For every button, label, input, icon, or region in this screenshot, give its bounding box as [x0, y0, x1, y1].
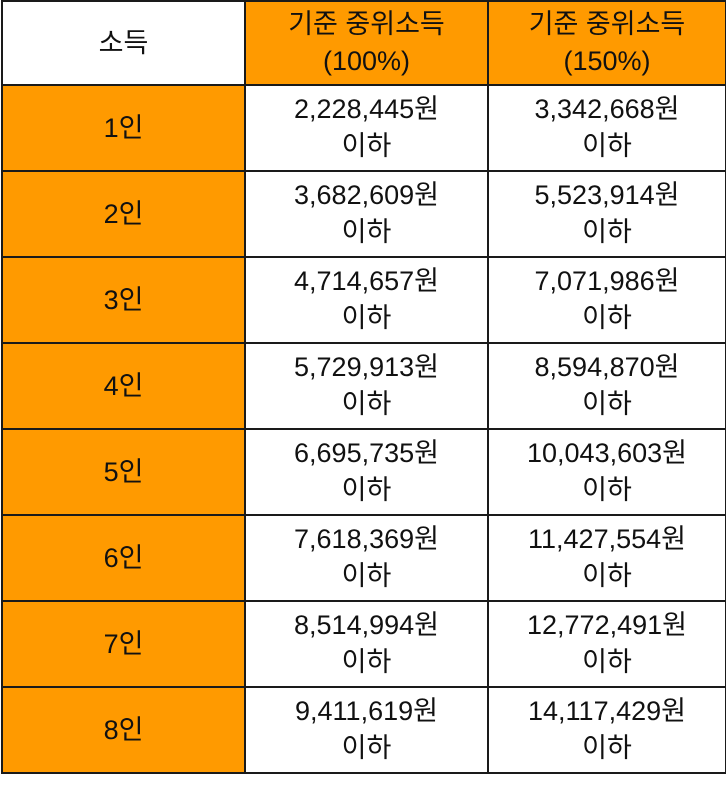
- row-label: 8인: [103, 714, 144, 745]
- value-100-suffix: 이하: [341, 647, 392, 677]
- value-150-suffix: 이하: [582, 733, 632, 763]
- table-header-row: 소득 기준 중위소득 (100%) 기준 중위소득 (150%): [1, 0, 726, 86]
- value-150-suffix: 이하: [582, 475, 632, 505]
- value-100: 5,729,913원: [294, 352, 439, 382]
- value-100-cell: 9,411,619원 이하: [244, 686, 489, 774]
- value-100-cell: 5,729,913원 이하: [244, 342, 489, 430]
- value-150-suffix: 이하: [582, 217, 632, 247]
- table-row: 2인 3,682,609원 이하 5,523,914원 이하: [1, 170, 726, 258]
- row-label-cell: 5인: [1, 428, 246, 516]
- header-column-150: 기준 중위소득 (150%): [487, 0, 726, 86]
- value-150-suffix: 이하: [582, 647, 632, 677]
- row-label-cell: 7인: [1, 600, 246, 688]
- value-100-cell: 4,714,657원 이하: [244, 256, 489, 344]
- value-100: 3,682,609원: [294, 180, 439, 210]
- value-150: 14,117,429원: [528, 696, 686, 726]
- value-100-suffix: 이하: [341, 389, 392, 419]
- row-label: 6인: [103, 542, 144, 573]
- header-column-100-percent: (100%): [322, 46, 411, 76]
- value-150-suffix: 이하: [582, 131, 632, 161]
- row-label: 5인: [103, 456, 144, 487]
- header-column-100-title: 기준 중위소득: [288, 9, 445, 39]
- header-corner-cell: 소득: [1, 0, 246, 86]
- row-label: 3인: [103, 284, 144, 315]
- row-label-cell: 2인: [1, 170, 246, 258]
- value-150-cell: 5,523,914원 이하: [487, 170, 726, 258]
- value-100: 2,228,445원: [294, 94, 439, 124]
- row-label-cell: 3인: [1, 256, 246, 344]
- value-100-suffix: 이하: [341, 217, 392, 247]
- row-label-cell: 4인: [1, 342, 246, 430]
- value-100-suffix: 이하: [341, 561, 392, 591]
- value-150-cell: 12,772,491원 이하: [487, 600, 726, 688]
- value-100-cell: 2,228,445원 이하: [244, 84, 489, 172]
- value-100: 6,695,735원: [294, 438, 439, 468]
- header-column-150-title: 기준 중위소득: [528, 9, 686, 39]
- header-column-150-percent: (150%): [563, 46, 651, 76]
- value-150-cell: 8,594,870원 이하: [487, 342, 726, 430]
- value-100-cell: 8,514,994원 이하: [244, 600, 489, 688]
- value-150-cell: 11,427,554원 이하: [487, 514, 726, 602]
- table-row: 7인 8,514,994원 이하 12,772,491원 이하: [1, 600, 726, 688]
- value-150: 12,772,491원: [527, 610, 687, 640]
- table-row: 6인 7,618,369원 이하 11,427,554원 이하: [1, 514, 726, 602]
- row-label-cell: 1인: [1, 84, 246, 172]
- table-row: 1인 2,228,445원 이하 3,342,668원 이하: [1, 84, 726, 172]
- value-100-suffix: 이하: [341, 733, 392, 763]
- row-label-cell: 6인: [1, 514, 246, 602]
- value-100-suffix: 이하: [341, 475, 392, 505]
- value-100: 9,411,619원: [295, 696, 438, 726]
- table-row: 3인 4,714,657원 이하 7,071,986원 이하: [1, 256, 726, 344]
- value-100: 7,618,369원: [294, 524, 439, 554]
- value-150-suffix: 이하: [582, 303, 632, 333]
- value-150: 5,523,914원: [534, 180, 680, 210]
- header-corner-label: 소득: [98, 27, 149, 58]
- value-150-suffix: 이하: [582, 561, 632, 591]
- header-column-100: 기준 중위소득 (100%): [244, 0, 489, 86]
- value-150-cell: 14,117,429원 이하: [487, 686, 726, 774]
- value-100-cell: 6,695,735원 이하: [244, 428, 489, 516]
- value-150: 11,427,554원: [528, 524, 686, 554]
- value-100-cell: 7,618,369원 이하: [244, 514, 489, 602]
- value-100-cell: 3,682,609원 이하: [244, 170, 489, 258]
- row-label: 2인: [103, 198, 144, 229]
- value-150-suffix: 이하: [582, 389, 632, 419]
- value-150: 7,071,986원: [534, 266, 680, 296]
- value-150-cell: 10,043,603원 이하: [487, 428, 726, 516]
- value-150: 3,342,668원: [534, 94, 680, 124]
- value-150-cell: 7,071,986원 이하: [487, 256, 726, 344]
- value-100: 8,514,994원: [294, 610, 439, 640]
- value-150-cell: 3,342,668원 이하: [487, 84, 726, 172]
- row-label: 7인: [103, 628, 144, 659]
- value-100: 4,714,657원: [294, 266, 439, 296]
- income-table: 소득 기준 중위소득 (100%) 기준 중위소득 (150%) 1인 2,22…: [1, 0, 726, 774]
- table-row: 4인 5,729,913원 이하 8,594,870원 이하: [1, 342, 726, 430]
- table-row: 8인 9,411,619원 이하 14,117,429원 이하: [1, 686, 726, 774]
- row-label: 1인: [103, 112, 144, 143]
- value-150: 8,594,870원: [534, 352, 680, 382]
- value-150: 10,043,603원: [527, 438, 687, 468]
- value-100-suffix: 이하: [341, 131, 392, 161]
- table-row: 5인 6,695,735원 이하 10,043,603원 이하: [1, 428, 726, 516]
- row-label-cell: 8인: [1, 686, 246, 774]
- row-label: 4인: [103, 370, 144, 401]
- value-100-suffix: 이하: [341, 303, 392, 333]
